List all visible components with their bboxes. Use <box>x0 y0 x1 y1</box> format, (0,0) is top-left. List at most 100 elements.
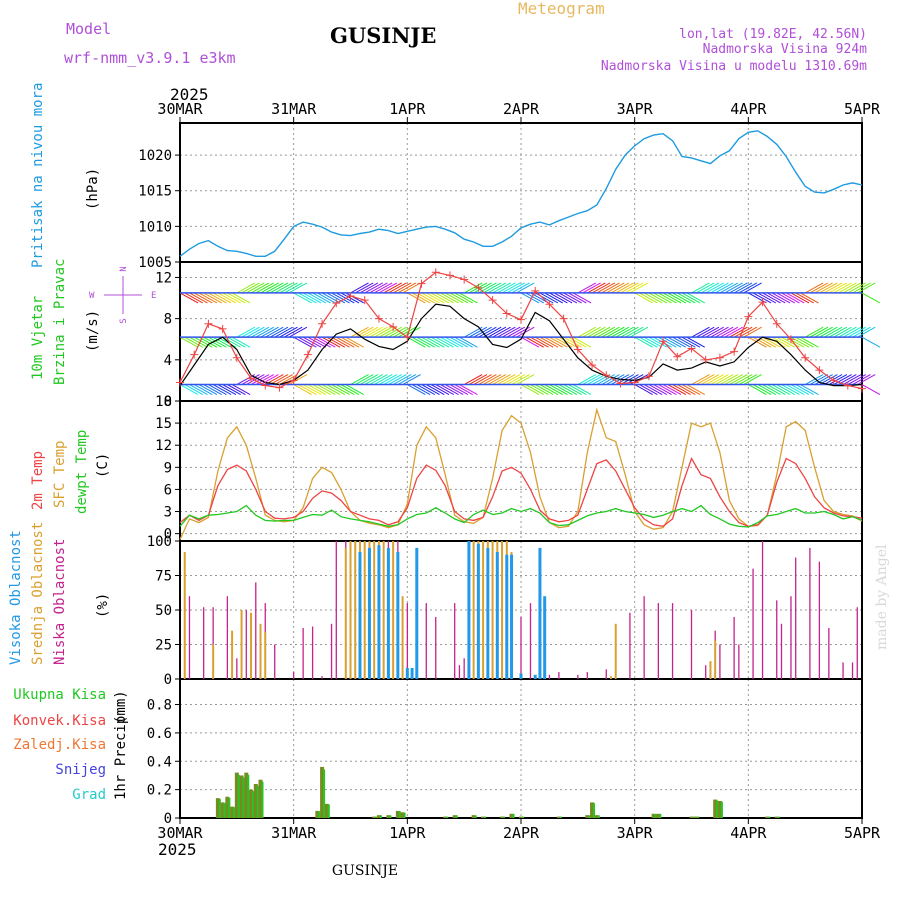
wind-barb <box>179 384 199 395</box>
wind-barb <box>596 374 616 385</box>
wind-barb <box>369 374 388 385</box>
wind-barb <box>440 336 459 348</box>
wind-barb <box>416 384 436 395</box>
precip-bar <box>509 813 514 818</box>
precip-bar <box>585 815 590 818</box>
wind-barb <box>440 384 459 395</box>
wind-barb <box>653 292 672 304</box>
precip-bar <box>225 796 230 818</box>
precip-bar <box>689 816 694 818</box>
model-name: wrf-nmm_v3.9.1 e3km <box>64 49 236 67</box>
wind-barb <box>823 326 843 338</box>
wind-barb <box>302 292 322 304</box>
wind-barb <box>563 336 582 348</box>
wind-barb <box>317 292 336 304</box>
wind-barb <box>800 336 819 348</box>
meteogram-label: Meteogram <box>518 0 605 18</box>
wind-barb <box>279 282 298 294</box>
wind-barb <box>383 326 402 338</box>
x-tick-label-top: 3APR <box>617 100 654 118</box>
wind-barb <box>203 292 222 304</box>
wind-barb <box>407 384 426 395</box>
wind-barb <box>587 326 606 338</box>
precip-bar-total <box>716 800 719 818</box>
wind-barb <box>468 326 488 338</box>
wind-ylabel-2: Brzina i Pravac <box>52 259 68 385</box>
wind-barb <box>449 292 469 304</box>
wind-barb <box>677 292 696 304</box>
temp-ylabel-2: SFC Temp <box>52 441 68 508</box>
wind-barb <box>444 292 464 304</box>
wind-barb <box>307 292 327 304</box>
wind-barb <box>426 292 445 304</box>
wind-barb <box>596 282 616 294</box>
wind-barb <box>790 292 810 304</box>
wind-barb <box>402 374 421 385</box>
wind-barb <box>250 282 270 294</box>
wind-gust-marker <box>261 381 270 390</box>
wind-barb <box>776 292 795 304</box>
wind-barb <box>378 282 398 294</box>
wind-barb <box>369 326 388 338</box>
wind-barb <box>662 384 682 395</box>
wind-barb <box>340 336 360 348</box>
wind-barb <box>506 374 526 385</box>
precip-bar <box>386 815 391 818</box>
wind-barb <box>762 292 781 304</box>
wind-barb <box>255 282 275 294</box>
wind-barb <box>568 292 587 304</box>
wind-barb <box>743 374 762 385</box>
wind-barb <box>440 292 459 304</box>
wind-barb <box>833 282 852 294</box>
precip-bar-total <box>252 791 255 818</box>
wind-barb <box>321 336 341 348</box>
precip-bar <box>395 810 400 818</box>
y-tick-label: 0.8 <box>147 698 172 714</box>
wind-barb <box>468 374 488 385</box>
wind-barb <box>326 384 346 395</box>
wind-barb <box>217 292 237 304</box>
wind-barb <box>861 292 881 304</box>
compass-s: S <box>119 318 129 323</box>
precip-bar <box>320 766 325 818</box>
wind-barb <box>549 384 568 395</box>
wind-barb <box>847 374 867 385</box>
wind-barb <box>383 282 402 294</box>
wind-barb <box>492 374 511 385</box>
wind-barb <box>392 326 412 338</box>
wind-barb <box>435 336 454 348</box>
wind-gust-marker <box>431 268 440 277</box>
wind-barb <box>231 292 251 304</box>
precip-bar-total <box>484 816 487 818</box>
wind-barb <box>326 336 346 348</box>
wind-barb <box>757 292 777 304</box>
y-tick-label: 0.6 <box>147 726 172 742</box>
wind-barb <box>658 384 677 395</box>
wind-barb <box>397 326 417 338</box>
wind-barb <box>293 384 312 395</box>
wind-barb <box>222 384 241 395</box>
wind-barb <box>686 292 706 304</box>
wind-barb <box>279 374 298 385</box>
wind-gust-marker <box>176 378 184 387</box>
y-tick-label: 0.4 <box>147 754 172 770</box>
wind-barb <box>463 282 483 294</box>
wind-barb <box>695 326 715 338</box>
altitude: Nadmorska Visina 924m <box>703 42 868 57</box>
precip-bar-total <box>692 816 695 818</box>
wind-barb <box>857 374 876 385</box>
y-tick-label: 1005 <box>138 255 172 271</box>
wind-barb <box>833 326 852 338</box>
wind-barb <box>321 292 341 304</box>
wind-gust-marker <box>630 378 639 387</box>
wind-barb <box>700 326 720 338</box>
wind-barb <box>487 326 507 338</box>
cloud-ylabel-1: Visoka Oblacnost <box>8 530 24 665</box>
wind-gust-marker <box>403 333 412 342</box>
wind-barb <box>473 374 492 385</box>
precip-bar <box>590 802 595 818</box>
wind-barb <box>767 384 786 395</box>
precip-bar-total <box>228 797 231 818</box>
